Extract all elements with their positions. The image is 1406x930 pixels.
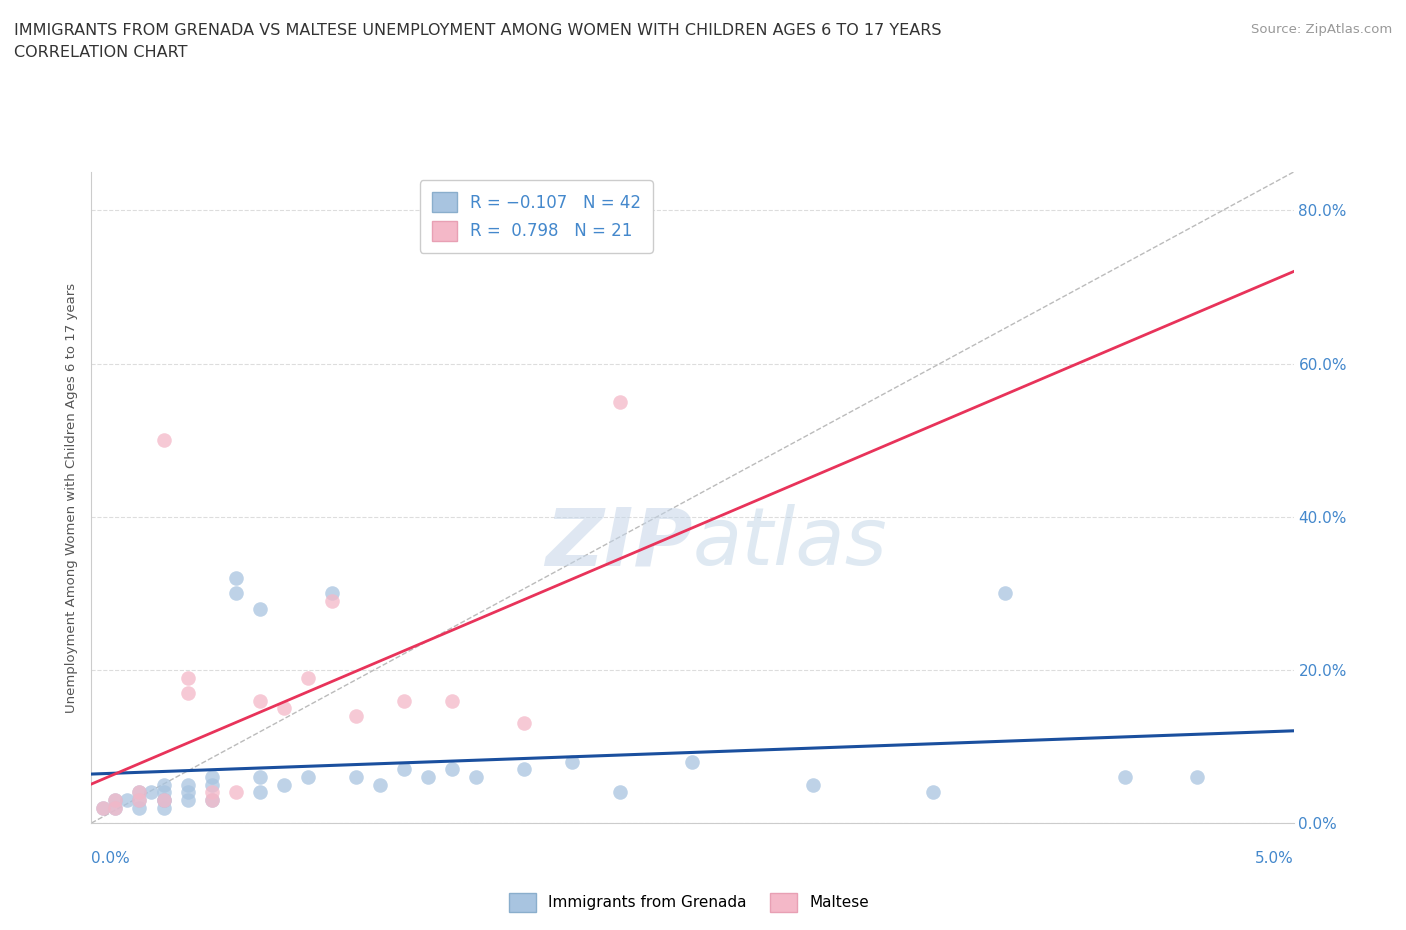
Point bbox=[392, 762, 415, 777]
Point bbox=[93, 801, 115, 816]
Point bbox=[128, 792, 150, 807]
Point bbox=[465, 770, 488, 785]
Text: 5.0%: 5.0% bbox=[1254, 851, 1294, 866]
Point bbox=[176, 792, 198, 807]
Point bbox=[994, 586, 1017, 601]
Point bbox=[176, 777, 198, 792]
Text: CORRELATION CHART: CORRELATION CHART bbox=[14, 45, 187, 60]
Point bbox=[392, 693, 415, 708]
Point bbox=[225, 785, 247, 800]
Point bbox=[561, 754, 583, 769]
Point bbox=[104, 792, 127, 807]
Legend: R = −0.107   N = 42, R =  0.798   N = 21: R = −0.107 N = 42, R = 0.798 N = 21 bbox=[420, 180, 652, 253]
Point bbox=[1114, 770, 1136, 785]
Point bbox=[609, 785, 631, 800]
Point bbox=[152, 792, 174, 807]
Point bbox=[93, 801, 115, 816]
Point bbox=[321, 586, 343, 601]
Point bbox=[416, 770, 439, 785]
Point bbox=[249, 770, 271, 785]
Point bbox=[249, 785, 271, 800]
Point bbox=[440, 762, 463, 777]
Point bbox=[609, 394, 631, 409]
Point bbox=[297, 671, 319, 685]
Point bbox=[176, 685, 198, 700]
Point bbox=[201, 777, 224, 792]
Point bbox=[681, 754, 703, 769]
Point bbox=[141, 785, 163, 800]
Point bbox=[104, 801, 127, 816]
Point bbox=[152, 785, 174, 800]
Text: ZIP: ZIP bbox=[546, 504, 692, 582]
Point bbox=[249, 693, 271, 708]
Point bbox=[128, 785, 150, 800]
Point bbox=[225, 586, 247, 601]
Point bbox=[273, 777, 295, 792]
Text: 0.0%: 0.0% bbox=[91, 851, 131, 866]
Point bbox=[1187, 770, 1209, 785]
Point bbox=[321, 593, 343, 608]
Point bbox=[225, 570, 247, 585]
Point bbox=[297, 770, 319, 785]
Point bbox=[176, 671, 198, 685]
Point bbox=[152, 801, 174, 816]
Point bbox=[152, 432, 174, 447]
Point bbox=[128, 801, 150, 816]
Point bbox=[201, 770, 224, 785]
Point bbox=[513, 716, 536, 731]
Point bbox=[344, 770, 367, 785]
Text: atlas: atlas bbox=[692, 504, 887, 582]
Point bbox=[249, 601, 271, 616]
Point bbox=[104, 801, 127, 816]
Point bbox=[128, 792, 150, 807]
Point bbox=[152, 792, 174, 807]
Text: Source: ZipAtlas.com: Source: ZipAtlas.com bbox=[1251, 23, 1392, 36]
Point bbox=[117, 792, 139, 807]
Point bbox=[922, 785, 945, 800]
Point bbox=[201, 785, 224, 800]
Point bbox=[368, 777, 391, 792]
Point bbox=[513, 762, 536, 777]
Text: IMMIGRANTS FROM GRENADA VS MALTESE UNEMPLOYMENT AMONG WOMEN WITH CHILDREN AGES 6: IMMIGRANTS FROM GRENADA VS MALTESE UNEMP… bbox=[14, 23, 942, 38]
Point bbox=[152, 777, 174, 792]
Point bbox=[801, 777, 824, 792]
Point bbox=[128, 785, 150, 800]
Point bbox=[176, 785, 198, 800]
Point bbox=[201, 792, 224, 807]
Point bbox=[440, 693, 463, 708]
Point bbox=[344, 709, 367, 724]
Point bbox=[273, 700, 295, 715]
Y-axis label: Unemployment Among Women with Children Ages 6 to 17 years: Unemployment Among Women with Children A… bbox=[65, 283, 79, 712]
Point bbox=[201, 792, 224, 807]
Legend: Immigrants from Grenada, Maltese: Immigrants from Grenada, Maltese bbox=[502, 887, 876, 918]
Point bbox=[152, 792, 174, 807]
Point bbox=[104, 792, 127, 807]
